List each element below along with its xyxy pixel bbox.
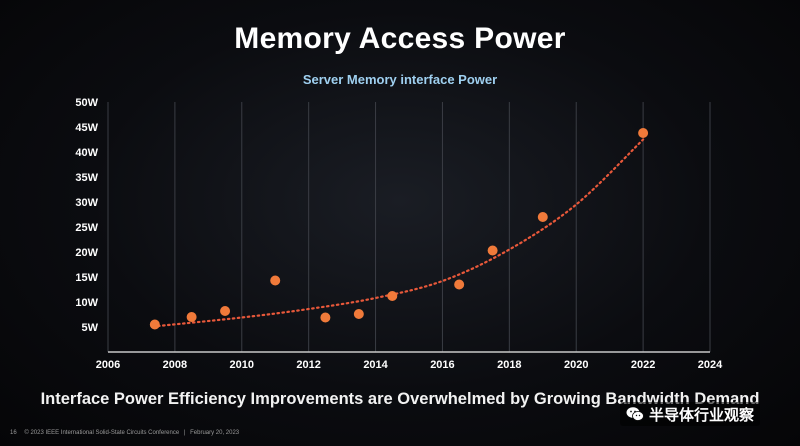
x-tick-label-2014: 2014 (363, 359, 388, 371)
y-tick-label-30: 30W (75, 197, 98, 209)
data-point-5 (320, 312, 331, 323)
data-points (149, 128, 649, 330)
x-tick-label-2006: 2006 (96, 359, 120, 371)
data-point-6 (353, 309, 364, 319)
y-tick-label-25: 25W (75, 222, 98, 234)
data-point-7 (387, 291, 398, 301)
x-tick-label-2018: 2018 (497, 359, 521, 371)
data-point-2 (186, 312, 197, 322)
data-point-1 (149, 319, 160, 330)
slide-footer: 16 © 2023 IEEE International Solid-State… (10, 430, 240, 436)
y-tick-label-50: 50W (75, 97, 98, 109)
y-tick-labels: 5W 10W 15W 20W 25W 30W 35W 40W 45W 50W (75, 97, 98, 334)
y-tick-label-10: 10W (75, 297, 98, 309)
x-tick-label-2012: 2012 (296, 359, 320, 371)
y-tick-label-5: 5W (82, 322, 99, 334)
wechat-icon (626, 407, 644, 421)
x-tick-label-2024: 2024 (698, 359, 723, 371)
conference-credit: © 2023 IEEE International Solid-State Ci… (24, 430, 180, 436)
data-point-11 (638, 128, 649, 138)
page-number: 16 (10, 430, 17, 436)
conference-date: February 20, 2023 (190, 430, 240, 436)
x-tick-label-2016: 2016 (430, 359, 454, 371)
watermark: 半导体行业观察 (620, 402, 761, 426)
trend-line (157, 138, 645, 328)
y-tick-label-15: 15W (75, 272, 98, 284)
x-tick-label-2022: 2022 (631, 359, 655, 371)
data-point-10 (537, 212, 548, 222)
x-tick-label-2010: 2010 (230, 359, 254, 371)
data-point-9 (487, 245, 498, 256)
data-point-8 (454, 279, 465, 290)
x-tick-label-2008: 2008 (163, 359, 187, 371)
x-tick-labels: 2006 2008 2010 2012 2014 2016 2018 2020 2022 2024 (96, 359, 723, 371)
y-tick-label-20: 20W (75, 247, 98, 259)
watermark-text: 半导体行业观察 (649, 406, 755, 424)
y-tick-label-45: 45W (75, 122, 98, 134)
chart-grid (107, 102, 711, 352)
y-tick-label-35: 35W (75, 172, 98, 184)
slide-title: Memory Access Power (234, 22, 566, 55)
y-tick-label-40: 40W (75, 147, 98, 159)
data-point-4 (270, 275, 281, 286)
data-point-3 (220, 306, 231, 316)
x-tick-label-2020: 2020 (564, 359, 588, 371)
slide-headline: Interface Power Efficiency Improvements … (40, 390, 760, 408)
chart-title: Server Memory interface Power (302, 72, 498, 87)
